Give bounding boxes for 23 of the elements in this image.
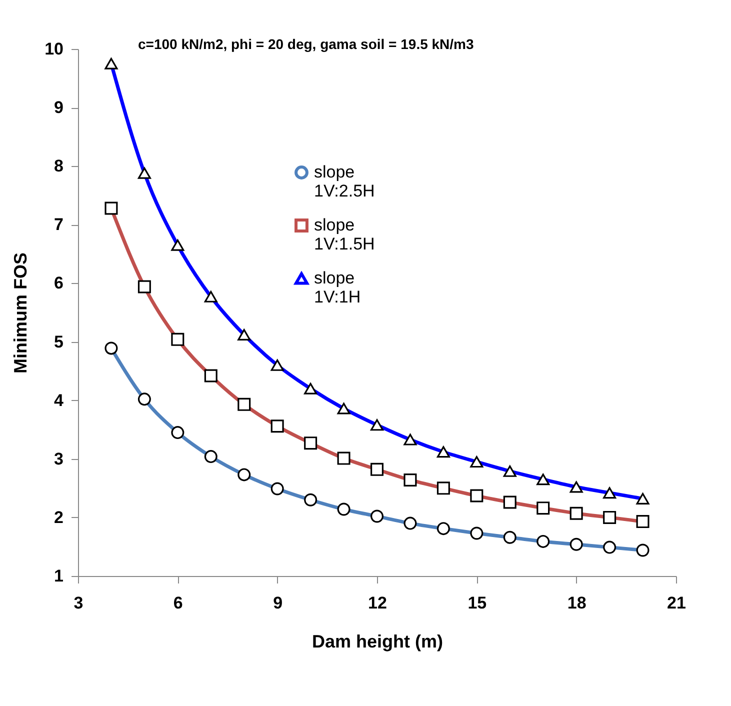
legend-label: slope 1V:2.5H (314, 162, 375, 200)
y-tick-label: 4 (54, 390, 64, 410)
y-tick-label: 6 (54, 274, 64, 293)
y-tick-label: 9 (54, 98, 64, 118)
legend-label: slope 1V:1.5H (314, 216, 375, 254)
y-tick-label: 2 (54, 508, 64, 527)
x-tick-label: 3 (74, 594, 84, 612)
y-tick-label: 7 (54, 215, 64, 234)
y-tick-label: 8 (54, 156, 64, 176)
x-tick-label: 21 (667, 594, 686, 612)
x-tick-label: 18 (567, 594, 586, 612)
annotation: c=100 kN/m2, phi = 20 deg, gama soil = 19.5 kN/m3 (138, 36, 474, 52)
y-tick-label: 5 (54, 332, 64, 352)
x-tick-label: 6 (173, 594, 183, 612)
x-tick-label: 9 (273, 594, 283, 612)
x-tick-label: 12 (368, 594, 387, 612)
y-tick-label: 10 (44, 40, 64, 58)
x-axis-title: Dam height (m) (312, 632, 444, 652)
legend-label: slope 1V:1H (314, 268, 361, 306)
y-axis-title: Minimum FOS (10, 252, 31, 374)
y-tick-label: 3 (54, 449, 64, 468)
y-tick-label: 1 (54, 566, 64, 586)
x-tick-label: 15 (468, 594, 487, 612)
